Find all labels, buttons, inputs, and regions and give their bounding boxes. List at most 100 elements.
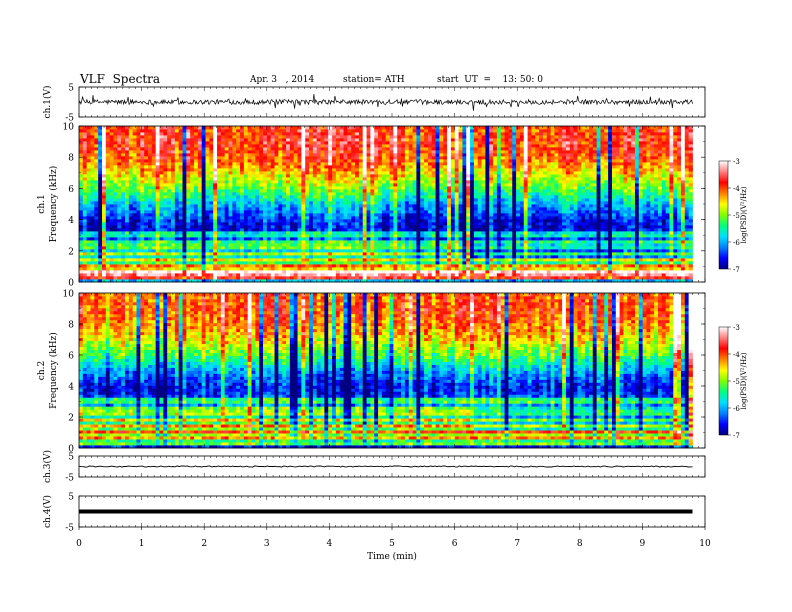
spectrogram-cell [355, 174, 360, 178]
spectrogram-cell [236, 144, 241, 148]
spectrogram-cell [128, 225, 134, 229]
spectrogram-cell [155, 204, 160, 208]
spectrogram-cell [228, 222, 233, 226]
spectrogram-cell [228, 138, 233, 142]
spectrogram-cell [243, 159, 249, 163]
spectrogram-cell [90, 156, 95, 160]
spectrogram-cell [243, 183, 249, 187]
spectrogram-cell [109, 222, 114, 226]
spectrogram-cell [197, 249, 203, 253]
spectrogram-cell [320, 261, 325, 265]
spectrogram-cell [117, 192, 122, 196]
spectrogram-cell [117, 153, 122, 157]
spectrogram-cell [132, 261, 137, 265]
spectrogram-cell [236, 279, 241, 283]
spectrogram-cell [148, 249, 153, 253]
spectrogram-cell [174, 129, 180, 133]
spectrogram-cell [171, 228, 176, 232]
spectrogram-cell [90, 234, 95, 238]
spectrogram-cell [232, 246, 237, 250]
spectrogram-cell [293, 129, 298, 133]
spectrogram-cell [90, 147, 95, 151]
spectrogram-cell [278, 165, 283, 169]
spectrogram-cell [424, 231, 429, 235]
spectrogram-cell [309, 198, 314, 202]
spectrogram-cell [228, 246, 233, 250]
spectrogram-cell [213, 147, 218, 151]
spectrogram-cell [274, 210, 279, 214]
spectrogram-cell [151, 171, 157, 175]
spectrogram-cell [98, 162, 103, 166]
spectrogram-cell [174, 189, 180, 193]
spectrogram-cell [301, 153, 306, 157]
spectrogram-cell [324, 267, 329, 271]
spectrogram-cell [105, 174, 111, 178]
spectrogram-cell [420, 210, 425, 214]
spectrogram-cell [163, 231, 168, 235]
spectrogram-cell [385, 147, 390, 151]
spectrogram-cell [255, 189, 260, 193]
spectrogram-cell [178, 261, 183, 265]
spectrogram-cell [98, 219, 103, 223]
spectrogram-cell [132, 213, 137, 217]
spectrogram-cell [324, 189, 329, 193]
spectrogram-cell [255, 183, 260, 187]
spectrogram-cell [163, 189, 168, 193]
spectrogram-cell [408, 156, 413, 160]
spectrogram-cell [297, 135, 302, 139]
spectrogram-cell [105, 201, 111, 205]
spectrogram-cell [132, 234, 137, 238]
spectrogram-cell [397, 279, 402, 283]
spectrogram-cell [263, 234, 268, 238]
spectrogram-cell [297, 264, 302, 268]
spectrogram-cell [424, 264, 429, 268]
spectrogram-cell [217, 168, 222, 172]
spectrogram-cell [412, 129, 417, 133]
spectrogram-cell [362, 186, 367, 190]
spectrogram-cell [182, 135, 187, 139]
spectrogram-cell [270, 192, 275, 196]
spectrogram-cell [209, 177, 214, 181]
spectrogram-cell [412, 126, 417, 130]
spectrogram-cell [155, 213, 160, 217]
spectrogram-cell [224, 255, 229, 259]
spectrogram-cell [324, 231, 329, 235]
spectrogram-cell [217, 174, 222, 178]
spectrogram-cell [174, 225, 180, 229]
spectrogram-cell [220, 156, 226, 160]
spectrogram-cell [263, 129, 268, 133]
spectrogram-cell [205, 210, 210, 214]
spectrogram-cell [312, 243, 318, 247]
spectrogram-cell [328, 210, 333, 214]
spectrogram-cell [86, 243, 91, 247]
spectrogram-cell [171, 180, 176, 184]
spectrogram-cell [266, 222, 272, 226]
spectrogram-cell [102, 228, 107, 232]
spectrogram-cell [102, 168, 107, 172]
spectrogram-cell [385, 216, 390, 220]
spectrogram-cell [274, 126, 279, 130]
spectrogram-cell [220, 138, 226, 142]
spectrogram-cell [312, 246, 318, 250]
spectrogram-cell [79, 252, 84, 256]
spectrogram-cell [263, 246, 268, 250]
spectrogram-cell [140, 150, 145, 154]
spectrogram-cell [194, 147, 199, 151]
spectrogram-cell [274, 147, 279, 151]
spectrogram-cell [121, 129, 126, 133]
spectrogram-cell [328, 252, 333, 256]
spectrogram-cell [174, 177, 180, 181]
spectrogram-cell [213, 159, 218, 163]
spectrogram-cell [420, 255, 425, 259]
spectrogram-cell [159, 267, 164, 271]
spectrogram-cell [117, 276, 122, 280]
spectrogram-cell [94, 132, 99, 136]
spectrogram-cell [201, 249, 206, 253]
spectrogram-cell [94, 261, 99, 265]
spectrogram-cell [236, 261, 241, 265]
spectrogram-cell [190, 204, 195, 208]
spectrogram-cell [217, 129, 222, 133]
spectrogram-cell [274, 246, 279, 250]
spectrogram-cell [132, 219, 137, 223]
spectrogram-cell [378, 213, 383, 217]
